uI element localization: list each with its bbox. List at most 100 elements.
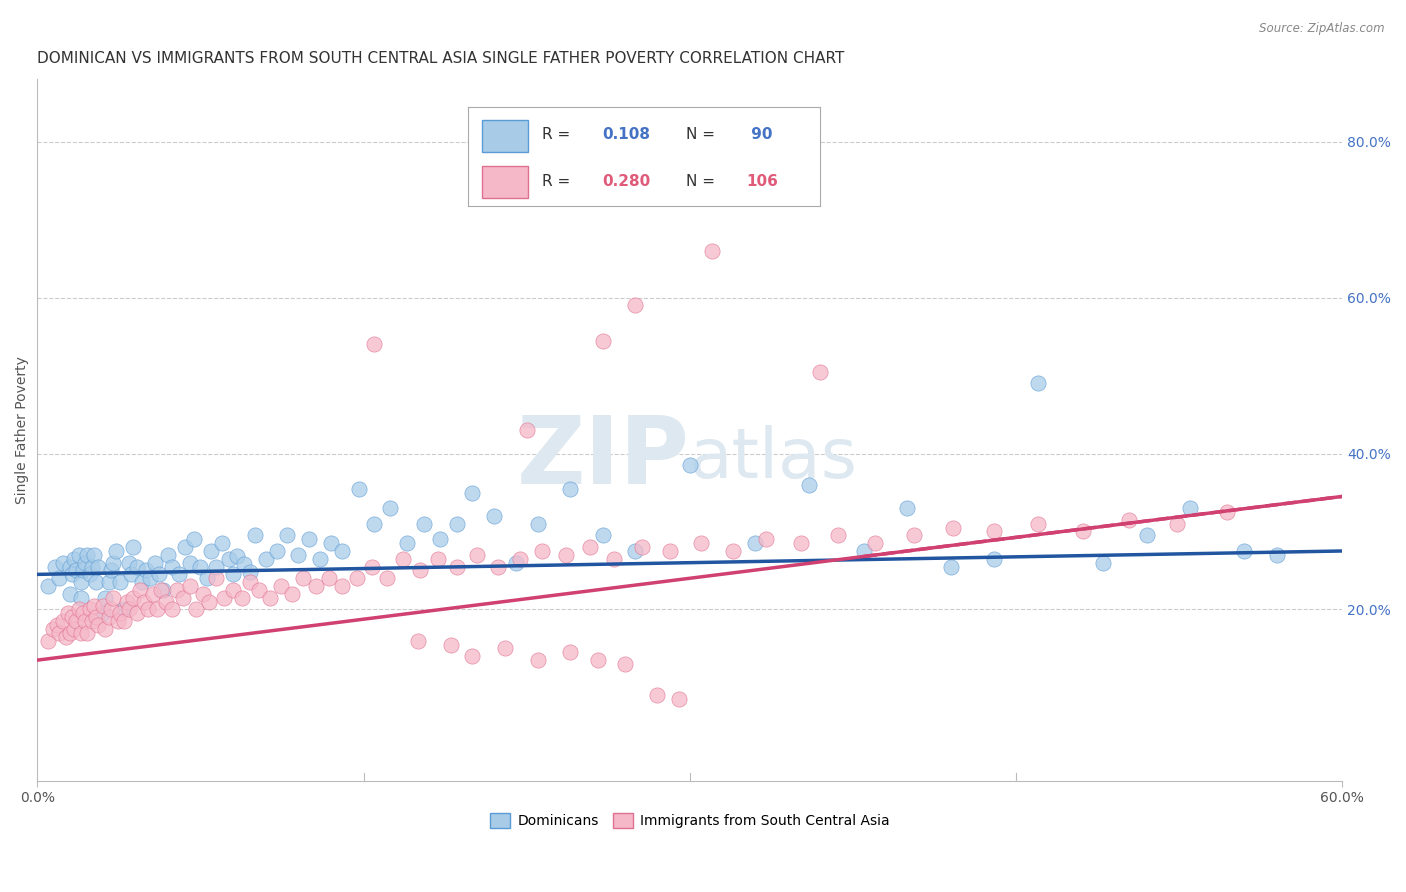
- Point: [554, 548, 576, 562]
- Point: [37, 579, 59, 593]
- Point: [391, 551, 413, 566]
- Point: [135, 564, 157, 578]
- Point: [827, 528, 849, 542]
- Y-axis label: Single Father Poverty: Single Father Poverty: [15, 356, 30, 504]
- Point: [396, 536, 419, 550]
- Point: [122, 540, 145, 554]
- Point: [1265, 548, 1288, 562]
- Point: [624, 544, 647, 558]
- Point: [903, 528, 925, 542]
- Point: [276, 528, 298, 542]
- Point: [602, 551, 624, 566]
- Point: [347, 482, 370, 496]
- Point: [91, 599, 114, 613]
- Point: [84, 610, 107, 624]
- Point: [195, 571, 218, 585]
- Point: [281, 587, 304, 601]
- Point: [259, 591, 281, 605]
- Legend: Dominicans, Immigrants from South Central Asia: Dominicans, Immigrants from South Centra…: [484, 808, 896, 834]
- Point: [94, 622, 117, 636]
- Point: [526, 516, 548, 531]
- Point: [55, 630, 77, 644]
- Point: [148, 567, 170, 582]
- Point: [1178, 501, 1201, 516]
- Point: [174, 540, 197, 554]
- Point: [1026, 516, 1049, 531]
- Point: [79, 602, 101, 616]
- Point: [318, 571, 340, 585]
- Point: [526, 653, 548, 667]
- Point: [233, 558, 256, 572]
- Point: [319, 536, 342, 550]
- Point: [863, 536, 886, 550]
- Point: [45, 618, 67, 632]
- Point: [254, 551, 277, 566]
- Point: [190, 559, 212, 574]
- Point: [222, 567, 245, 582]
- Point: [723, 544, 745, 558]
- Point: [191, 587, 214, 601]
- Point: [592, 334, 614, 348]
- Point: [48, 571, 70, 585]
- Point: [896, 501, 918, 516]
- Point: [330, 544, 353, 558]
- Point: [755, 533, 778, 547]
- Point: [37, 633, 59, 648]
- Text: Source: ZipAtlas.com: Source: ZipAtlas.com: [1260, 22, 1385, 36]
- Point: [426, 551, 449, 566]
- Point: [239, 565, 262, 579]
- Point: [67, 602, 90, 616]
- Point: [406, 633, 429, 648]
- Point: [509, 551, 531, 566]
- Point: [346, 571, 368, 585]
- Point: [131, 575, 153, 590]
- Point: [266, 544, 288, 558]
- Point: [83, 548, 105, 562]
- Point: [44, 559, 66, 574]
- Point: [76, 625, 98, 640]
- Point: [983, 551, 1005, 566]
- Point: [363, 516, 385, 531]
- Point: [1092, 556, 1115, 570]
- Point: [76, 548, 98, 562]
- Point: [330, 579, 353, 593]
- Point: [1073, 524, 1095, 539]
- Point: [439, 638, 461, 652]
- Point: [983, 524, 1005, 539]
- Point: [689, 536, 711, 550]
- Point: [127, 559, 149, 574]
- Point: [118, 556, 141, 570]
- Point: [63, 551, 86, 566]
- Point: [91, 607, 114, 621]
- Point: [413, 516, 436, 531]
- Point: [530, 544, 553, 558]
- Point: [166, 582, 188, 597]
- Point: [79, 567, 101, 582]
- Point: [59, 625, 82, 640]
- Point: [179, 579, 201, 593]
- Point: [59, 559, 82, 574]
- Point: [142, 587, 165, 601]
- Point: [309, 551, 332, 566]
- Point: [298, 533, 321, 547]
- Point: [790, 536, 813, 550]
- Point: [75, 556, 97, 570]
- Point: [939, 559, 962, 574]
- Point: [226, 549, 249, 564]
- Point: [291, 571, 314, 585]
- Point: [100, 564, 122, 578]
- Text: atlas: atlas: [690, 425, 858, 491]
- Point: [270, 579, 292, 593]
- Point: [108, 575, 131, 590]
- Point: [72, 607, 94, 621]
- Point: [461, 485, 484, 500]
- Point: [94, 591, 117, 605]
- Point: [243, 528, 266, 542]
- Point: [1233, 544, 1256, 558]
- Point: [645, 688, 668, 702]
- Point: [52, 556, 75, 570]
- Point: [98, 575, 121, 590]
- Point: [139, 571, 162, 585]
- Point: [87, 559, 110, 574]
- Point: [80, 559, 103, 574]
